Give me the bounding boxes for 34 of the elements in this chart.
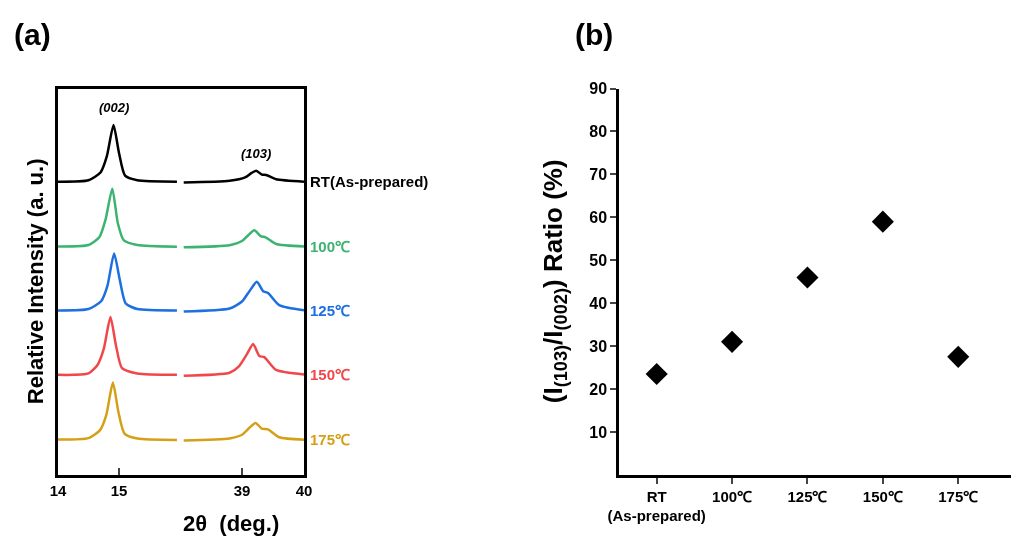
x-tick-label: 15 [110,481,128,499]
text: (103) [241,146,272,161]
series-label: RT(As-prepared) [310,173,429,190]
y-axis-title: Relative Intensity (a. u.) [22,158,48,405]
y-tick-label: 90 [589,80,608,98]
x-tick-label: 150℃ [862,487,903,505]
y-tick-label: 30 [589,337,608,355]
x-tick-label: 175℃ [938,487,979,505]
chart-title: (a) [14,18,51,51]
point [796,266,819,289]
x-tick-label: 14 [49,481,67,499]
series-label: 100℃ [310,238,351,255]
x-axis-title: 2θ (deg.) [183,511,280,536]
x-tick-label: 40 [295,481,313,499]
x-tick-label: 39 [233,481,251,499]
x-tick-label: RT (As-prepared) [607,487,706,525]
y-tick-label: 40 [589,294,608,312]
series-label: 150℃ [310,366,351,383]
y-tick-label: 10 [589,423,608,441]
y-tick-label: 60 [589,208,608,226]
series-label: 125℃ [310,302,351,319]
text: (002) [99,100,130,115]
y-tick-label: 50 [589,251,608,269]
point [871,210,894,233]
y-tick-label: 20 [589,380,608,398]
point [645,362,668,386]
y-tick-label: 80 [589,123,608,141]
chart-title: (b) [575,18,614,51]
point [947,345,970,368]
x-tick-label: 100℃ [712,487,753,505]
y-tick-label: 70 [589,166,608,184]
x-tick-label: 125℃ [787,487,828,505]
series-label: 175℃ [310,431,351,448]
point [721,330,744,353]
